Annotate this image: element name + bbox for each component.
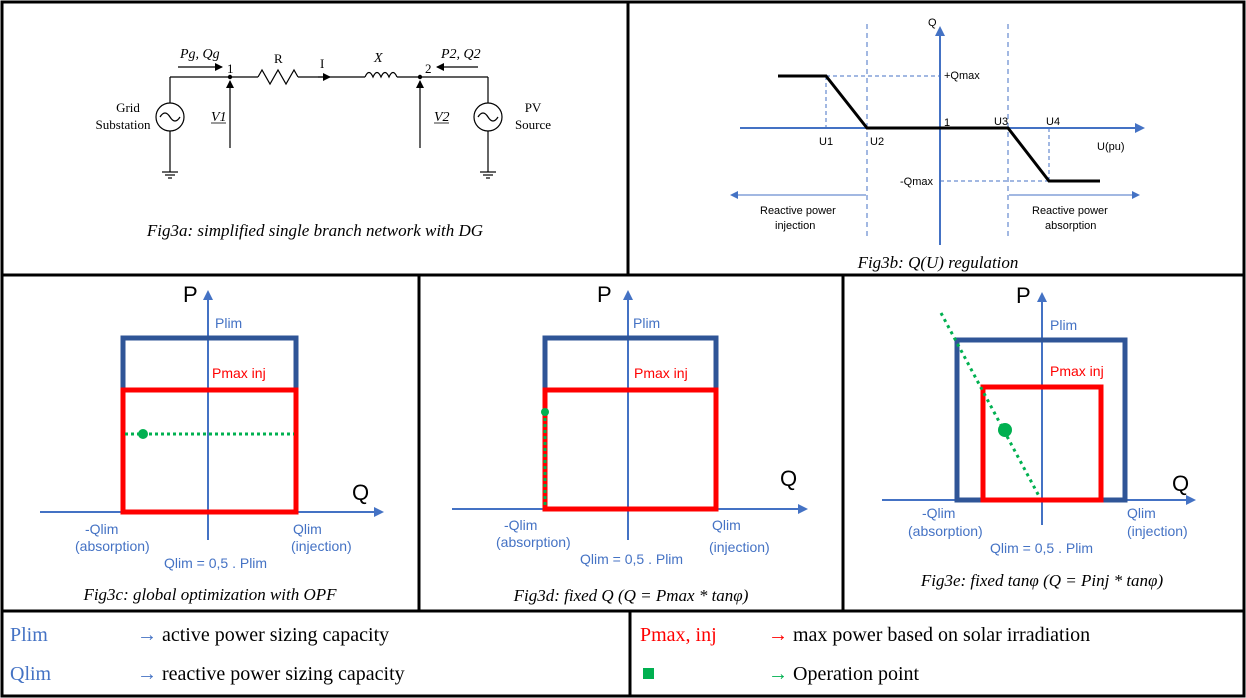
- fig3d-q-axis-label: Q: [780, 466, 797, 491]
- p2-q2-label: P2, Q2: [440, 47, 481, 62]
- fig3d-plim: Plim: [633, 315, 660, 331]
- fig3b-chart: [730, 24, 1145, 245]
- legend-arrow-2: →: [137, 663, 157, 685]
- fig3a-caption: Fig3a: simplified single branch network …: [146, 221, 483, 240]
- fig3d-neg-qlim: -Qlim: [504, 517, 537, 533]
- one-label: 1: [944, 117, 950, 129]
- grid-label: Grid: [116, 100, 140, 115]
- x-label: X: [373, 51, 383, 66]
- legend-plim-desc: active power sizing capacity: [162, 624, 389, 646]
- fig3e-absorption: (absorption): [908, 523, 983, 539]
- substation-label: Substation: [96, 117, 151, 132]
- u2-label: U2: [870, 136, 884, 148]
- fig3d-qlim: Qlim: [712, 517, 741, 533]
- fig3d-caption: Fig3d: fixed Q (Q = Pmax * tanφ): [513, 586, 749, 605]
- legend-op-desc: Operation point: [793, 663, 920, 685]
- legend-arrow-4: →: [768, 663, 788, 685]
- fig3c-qlim-eq: Qlim = 0,5 . Plim: [164, 555, 267, 571]
- pv-label: PV: [525, 100, 542, 115]
- fig3d-injection: (injection): [709, 539, 770, 555]
- fig3e-plim: Plim: [1050, 317, 1077, 333]
- fig3d-absorption: (absorption): [496, 534, 571, 550]
- legend-pmax-desc: max power based on solar irradiation: [793, 624, 1090, 646]
- fig3c-absorption: (absorption): [75, 538, 150, 554]
- fig3e-caption: Fig3e: fixed tanφ (Q = Pinj * tanφ): [920, 571, 1164, 590]
- fig3a-circuit: [155, 63, 503, 179]
- node1-dot: [227, 74, 233, 80]
- legend-qlim-desc: reactive power sizing capacity: [162, 663, 405, 685]
- fig3e-qlim: Qlim: [1127, 505, 1156, 521]
- fig3c-p-axis-label: P: [183, 282, 198, 307]
- node2-label: 2: [425, 61, 432, 76]
- fig3c-neg-qlim: -Qlim: [85, 521, 118, 537]
- fig3d-chart: [452, 290, 808, 540]
- fig3e-qlim-eq: Qlim = 0,5 . Plim: [990, 540, 1093, 556]
- fig3c-q-axis-label: Q: [352, 480, 369, 505]
- fig3c-qlim: Qlim: [293, 521, 322, 537]
- fig3b-caption: Fig3b: Q(U) regulation: [857, 253, 1019, 272]
- fig3e-chart: [882, 292, 1196, 525]
- i-label: I: [320, 56, 324, 71]
- fig3c-plim: Plim: [215, 315, 242, 331]
- r-label: R: [274, 51, 283, 66]
- fig3e-p-axis-label: P: [1016, 283, 1031, 308]
- fig3c-pmax: Pmax inj: [212, 365, 266, 381]
- fig3c-injection: (injection): [291, 538, 352, 554]
- legend-pmax-symbol: Pmax, inj: [640, 624, 717, 646]
- fig3e-neg-qlim: -Qlim: [922, 505, 955, 521]
- legend-plim-symbol: Plim: [10, 624, 48, 646]
- node2-dot: [417, 74, 423, 80]
- fig3e-q-axis-label: Q: [1172, 471, 1189, 496]
- injection-line2: injection: [775, 220, 815, 232]
- fig3d-pmax: Pmax inj: [634, 365, 688, 381]
- absorption-line1: Reactive power: [1032, 205, 1108, 217]
- fig3e-pmax: Pmax inj: [1050, 363, 1104, 379]
- injection-line1: Reactive power: [760, 205, 836, 217]
- legend-arrow-1: →: [137, 624, 157, 646]
- legend-arrow-3: →: [768, 624, 788, 646]
- u4-label: U4: [1046, 116, 1060, 128]
- fig3d-p-axis-label: P: [597, 282, 612, 307]
- fig3b-q-axis-label: Q: [928, 17, 937, 29]
- u1-label: U1: [819, 136, 833, 148]
- u3-label: U3: [994, 116, 1008, 128]
- node1-label: 1: [227, 61, 234, 76]
- fig3c-caption: Fig3c: global optimization with OPF: [82, 585, 337, 604]
- qmax-pos-label: +Qmax: [944, 70, 980, 82]
- v2-label: V2: [434, 110, 450, 125]
- fig3c-chart: [40, 290, 384, 540]
- source-label: Source: [515, 117, 551, 132]
- v1-label: V1: [211, 110, 227, 125]
- qmax-neg-label: -Qmax: [900, 176, 934, 188]
- pg-qg-label: Pg, Qg: [179, 47, 220, 62]
- fig3d-qlim-eq: Qlim = 0,5 . Plim: [580, 551, 683, 567]
- legend-qlim-symbol: Qlim: [10, 663, 52, 685]
- legend-op-square-icon: [643, 668, 654, 679]
- absorption-line2: absorption: [1045, 220, 1096, 232]
- fig3e-injection: (injection): [1127, 523, 1188, 539]
- fig3b-u-axis-label: U(pu): [1097, 141, 1125, 153]
